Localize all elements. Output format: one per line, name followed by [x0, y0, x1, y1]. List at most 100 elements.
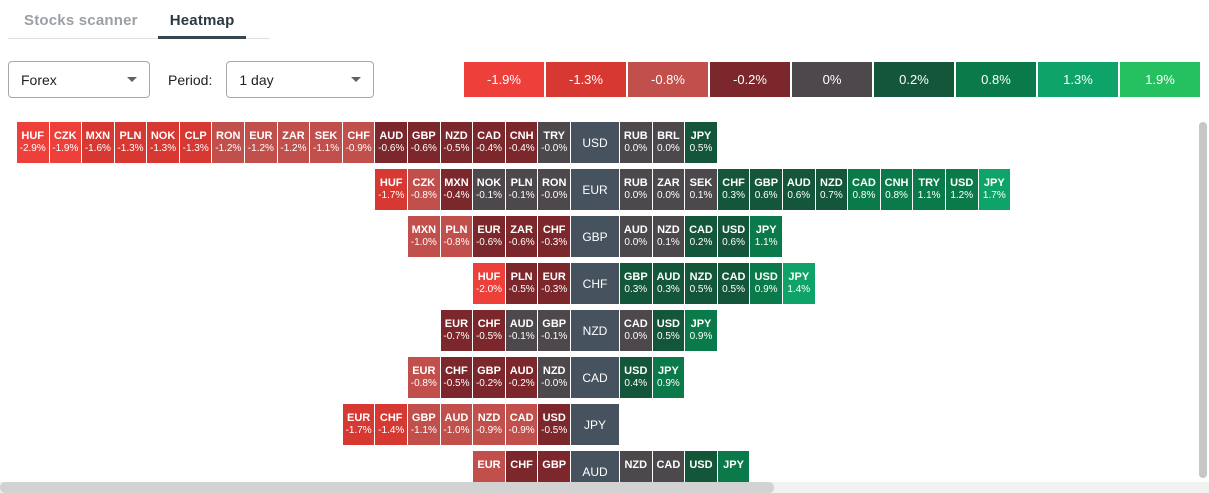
heatmap-cell-eur-cnh[interactable]: CNH 0.8% — [880, 169, 913, 210]
heatmap-cell-eur-rub[interactable]: RUB 0.0% — [620, 169, 652, 210]
legend-swatch-2[interactable]: -0.8% — [628, 62, 708, 97]
heatmap-cell-eur-nzd[interactable]: NZD 0.7% — [815, 169, 848, 210]
heatmap-cell-eur-aud[interactable]: AUD 0.6% — [782, 169, 815, 210]
heatmap-cell-nzd-aud[interactable]: AUD -0.1% — [505, 310, 538, 351]
horizontal-scrollbar-thumb[interactable] — [0, 482, 774, 493]
heatmap-cell-gbp-cad[interactable]: CAD 0.2% — [685, 216, 717, 257]
heatmap-base-jpy[interactable]: JPY — [571, 404, 619, 445]
heatmap-cell-chf-huf[interactable]: HUF -2.0% — [473, 263, 505, 304]
heatmap-cell-eur-try[interactable]: TRY 1.1% — [913, 169, 945, 210]
horizontal-scrollbar[interactable] — [0, 482, 1209, 493]
heatmap-cell-chf-cad[interactable]: CAD 0.5% — [717, 263, 750, 304]
heatmap-cell-usd-chf[interactable]: CHF -0.9% — [342, 122, 375, 163]
period-select[interactable]: 1 day — [226, 61, 375, 98]
heatmap-cell-gbp-chf[interactable]: CHF -0.3% — [538, 216, 570, 257]
heatmap-cell-usd-nok[interactable]: NOK -1.3% — [147, 122, 179, 163]
heatmap-cell-cad-chf[interactable]: CHF -0.5% — [440, 357, 473, 398]
heatmap-cell-cad-usd[interactable]: USD 0.4% — [620, 357, 652, 398]
legend-swatch-6[interactable]: 0.8% — [956, 62, 1036, 97]
heatmap-cell-nzd-eur[interactable]: EUR -0.7% — [440, 310, 473, 351]
heatmap-cell-usd-eur[interactable]: EUR -1.2% — [245, 122, 277, 163]
heatmap-cell-usd-ron[interactable]: RON -1.2% — [212, 122, 245, 163]
heatmap-cell-eur-ron[interactable]: RON -0.0% — [538, 169, 570, 210]
heatmap-cell-usd-pln[interactable]: PLN -1.3% — [114, 122, 147, 163]
heatmap-cell-cad-nzd[interactable]: NZD -0.0% — [538, 357, 570, 398]
heatmap-cell-gbp-mxn[interactable]: MXN -1.0% — [408, 216, 440, 257]
heatmap-cell-cad-eur[interactable]: EUR -0.8% — [408, 357, 440, 398]
heatmap-cell-gbp-eur[interactable]: EUR -0.6% — [473, 216, 505, 257]
heatmap-cell-jpy-aud[interactable]: AUD -1.0% — [440, 404, 473, 445]
legend-swatch-7[interactable]: 1.3% — [1038, 62, 1118, 97]
heatmap-cell-chf-pln[interactable]: PLN -0.5% — [505, 263, 538, 304]
heatmap-cell-cad-aud[interactable]: AUD -0.2% — [505, 357, 538, 398]
market-select[interactable]: Forex — [8, 61, 150, 98]
heatmap-base-usd[interactable]: USD — [571, 122, 619, 163]
heatmap-cell-jpy-gbp[interactable]: GBP -1.1% — [408, 404, 440, 445]
heatmap-cell-eur-cad[interactable]: CAD 0.8% — [848, 169, 880, 210]
heatmap-cell-eur-nok[interactable]: NOK -0.1% — [473, 169, 505, 210]
heatmap-base-nzd[interactable]: NZD — [571, 310, 619, 351]
heatmap-cell-usd-nzd[interactable]: NZD -0.5% — [440, 122, 473, 163]
heatmap-cell-jpy-cad[interactable]: CAD -0.9% — [505, 404, 538, 445]
heatmap-cell-eur-chf[interactable]: CHF 0.3% — [717, 169, 750, 210]
heatmap-cell-cad-gbp[interactable]: GBP -0.2% — [473, 357, 505, 398]
heatmap-cell-usd-sek[interactable]: SEK -1.1% — [310, 122, 342, 163]
heatmap-cell-jpy-eur[interactable]: EUR -1.7% — [342, 404, 375, 445]
heatmap-cell-usd-cnh[interactable]: CNH -0.4% — [505, 122, 538, 163]
heatmap-cell-chf-nzd[interactable]: NZD 0.5% — [685, 263, 717, 304]
legend-swatch-1[interactable]: -1.3% — [546, 62, 626, 97]
heatmap-cell-chf-usd[interactable]: USD 0.9% — [750, 263, 782, 304]
heatmap-cell-gbp-nzd[interactable]: NZD 0.1% — [652, 216, 685, 257]
heatmap-cell-jpy-chf[interactable]: CHF -1.4% — [375, 404, 408, 445]
heatmap-cell-cad-jpy[interactable]: JPY 0.9% — [652, 357, 685, 398]
heatmap-cell-eur-czk[interactable]: CZK -0.8% — [408, 169, 440, 210]
heatmap-cell-usd-jpy[interactable]: JPY 0.5% — [685, 122, 717, 163]
heatmap-cell-nzd-cad[interactable]: CAD 0.0% — [620, 310, 652, 351]
heatmap-base-chf[interactable]: CHF — [571, 263, 619, 304]
heatmap-cell-eur-huf[interactable]: HUF -1.7% — [375, 169, 408, 210]
heatmap-base-cad[interactable]: CAD — [571, 357, 619, 398]
heatmap-cell-eur-usd[interactable]: USD 1.2% — [945, 169, 978, 210]
heatmap-cell-usd-rub[interactable]: RUB 0.0% — [620, 122, 652, 163]
legend-swatch-5[interactable]: 0.2% — [874, 62, 954, 97]
heatmap-cell-usd-czk[interactable]: CZK -1.9% — [49, 122, 82, 163]
tab-stocks-scanner[interactable]: Stocks scanner — [24, 12, 138, 29]
vertical-scrollbar[interactable] — [1199, 122, 1207, 478]
heatmap-cell-gbp-usd[interactable]: USD 0.6% — [717, 216, 750, 257]
heatmap-cell-chf-aud[interactable]: AUD 0.3% — [652, 263, 685, 304]
heatmap-cell-eur-pln[interactable]: PLN -0.1% — [505, 169, 538, 210]
heatmap-cell-usd-aud[interactable]: AUD -0.6% — [375, 122, 408, 163]
heatmap-cell-usd-zar[interactable]: ZAR -1.2% — [277, 122, 310, 163]
heatmap-cell-eur-zar[interactable]: ZAR 0.0% — [652, 169, 685, 210]
heatmap-cell-chf-gbp[interactable]: GBP 0.3% — [620, 263, 652, 304]
heatmap-cell-nzd-usd[interactable]: USD 0.5% — [652, 310, 685, 351]
heatmap-cell-jpy-nzd[interactable]: NZD -0.9% — [473, 404, 505, 445]
heatmap-base-gbp[interactable]: GBP — [571, 216, 619, 257]
heatmap-cell-chf-jpy[interactable]: JPY 1.4% — [782, 263, 815, 304]
heatmap-cell-gbp-aud[interactable]: AUD 0.0% — [620, 216, 652, 257]
heatmap-cell-eur-mxn[interactable]: MXN -0.4% — [440, 169, 473, 210]
legend-swatch-4[interactable]: 0% — [792, 62, 872, 97]
heatmap-cell-chf-eur[interactable]: EUR -0.3% — [538, 263, 570, 304]
heatmap-cell-usd-brl[interactable]: BRL 0.0% — [652, 122, 685, 163]
tab-heatmap[interactable]: Heatmap — [154, 6, 251, 39]
heatmap-cell-usd-gbp[interactable]: GBP -0.6% — [408, 122, 440, 163]
heatmap-cell-nzd-chf[interactable]: CHF -0.5% — [473, 310, 505, 351]
legend-swatch-8[interactable]: 1.9% — [1120, 62, 1200, 97]
heatmap-cell-usd-huf[interactable]: HUF -2.9% — [16, 122, 49, 163]
heatmap-cell-gbp-pln[interactable]: PLN -0.8% — [440, 216, 473, 257]
heatmap-base-eur[interactable]: EUR — [571, 169, 619, 210]
legend-swatch-0[interactable]: -1.9% — [464, 62, 544, 97]
heatmap-cell-eur-sek[interactable]: SEK 0.1% — [685, 169, 717, 210]
heatmap-cell-jpy-usd[interactable]: USD -0.5% — [538, 404, 570, 445]
heatmap-cell-nzd-jpy[interactable]: JPY 0.9% — [685, 310, 717, 351]
heatmap-cell-nzd-gbp[interactable]: GBP -0.1% — [538, 310, 570, 351]
heatmap-cell-eur-gbp[interactable]: GBP 0.6% — [750, 169, 782, 210]
heatmap-cell-gbp-zar[interactable]: ZAR -0.6% — [505, 216, 538, 257]
heatmap-cell-eur-jpy[interactable]: JPY 1.7% — [978, 169, 1011, 210]
heatmap-cell-gbp-jpy[interactable]: JPY 1.1% — [750, 216, 782, 257]
heatmap-cell-usd-try[interactable]: TRY -0.0% — [538, 122, 570, 163]
heatmap-cell-usd-clp[interactable]: CLP -1.3% — [179, 122, 212, 163]
legend-swatch-3[interactable]: -0.2% — [710, 62, 790, 97]
heatmap-cell-usd-mxn[interactable]: MXN -1.6% — [82, 122, 114, 163]
